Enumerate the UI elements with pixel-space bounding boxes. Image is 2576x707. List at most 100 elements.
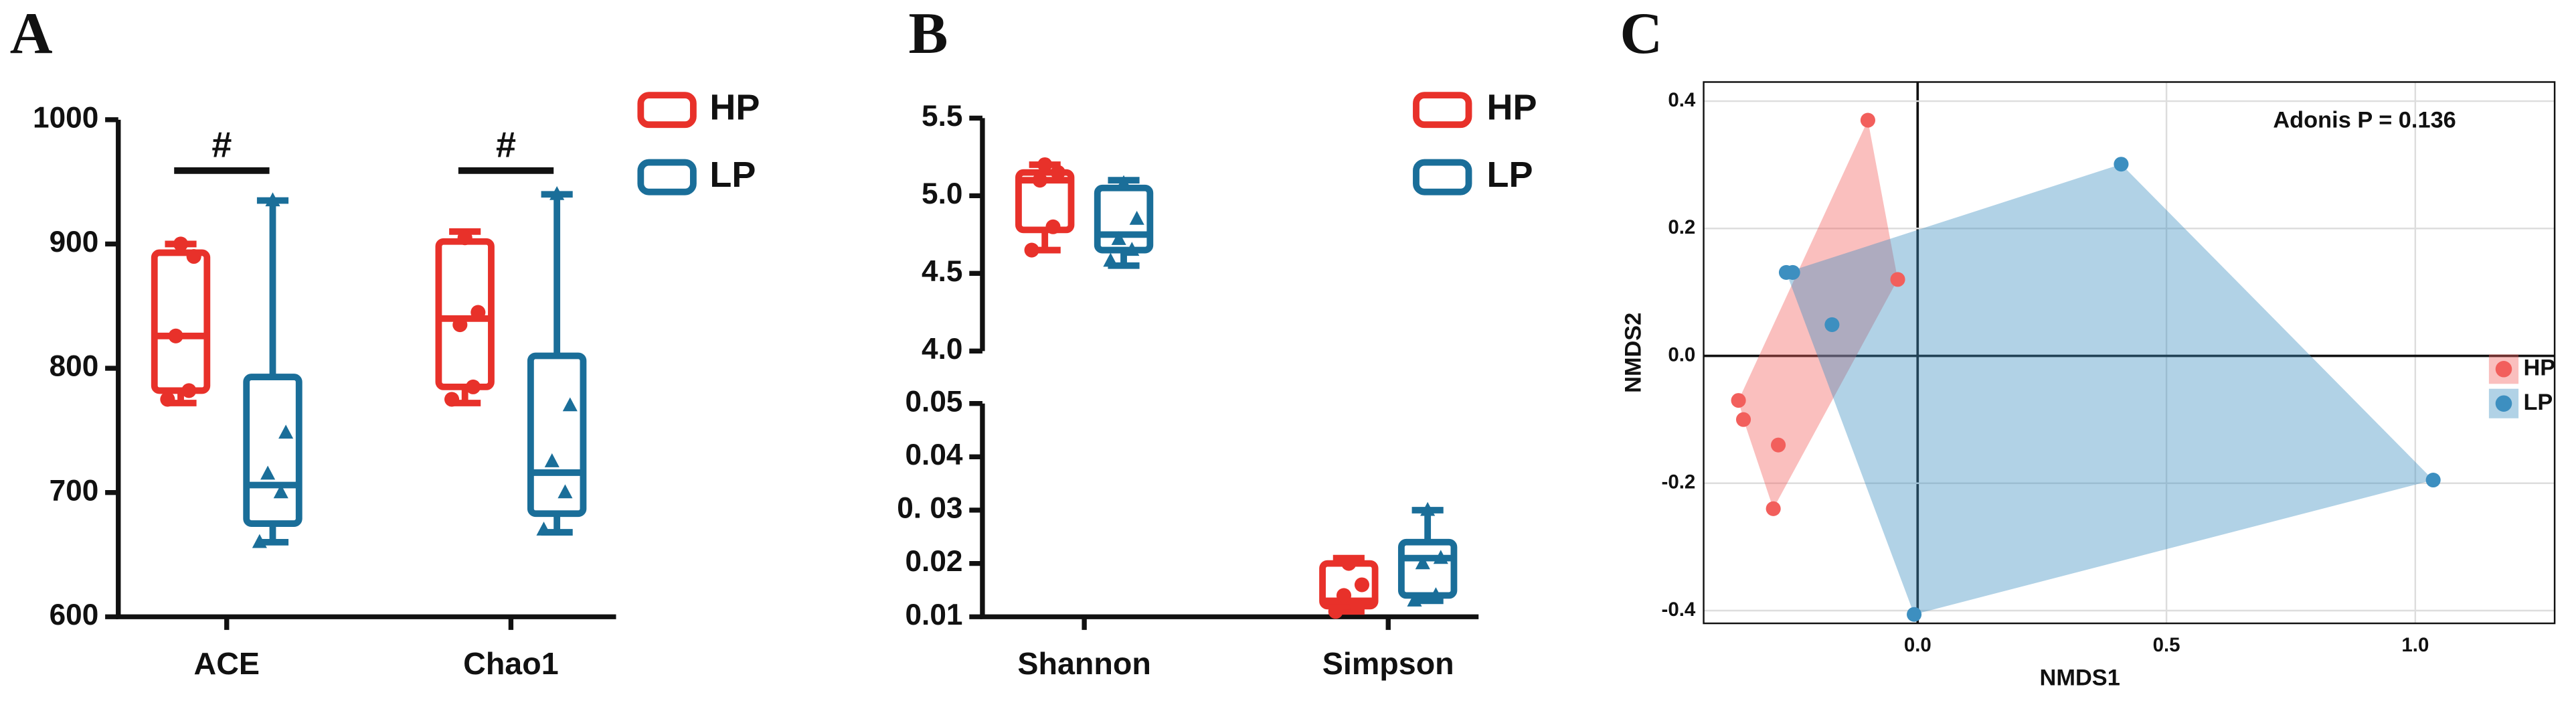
panel-letter: C — [1620, 1, 1662, 66]
point — [278, 424, 294, 439]
point — [1735, 412, 1751, 427]
box — [527, 352, 587, 518]
y-tick-label: 900 — [50, 226, 99, 258]
point — [1766, 501, 1781, 516]
x-tick-label: 1.0 — [2401, 634, 2429, 656]
legend-key — [637, 92, 697, 129]
point — [1407, 593, 1422, 607]
point — [1336, 588, 1352, 603]
y-tick-label: 0. 03 — [897, 492, 962, 525]
point — [173, 236, 189, 252]
point — [1341, 556, 1357, 571]
group-hull — [1786, 164, 2433, 615]
y-tick-label: -0.4 — [1662, 599, 1696, 621]
point — [265, 192, 280, 207]
legend-marker — [2495, 361, 2512, 378]
point — [536, 522, 551, 536]
point — [186, 248, 201, 264]
x-tick-label: Simpson — [1322, 646, 1454, 681]
point — [2114, 157, 2129, 172]
point — [1037, 157, 1053, 173]
y-tick-label: 800 — [50, 350, 99, 383]
point — [1024, 242, 1039, 258]
point — [1420, 501, 1436, 516]
y-tick-label: 5.0 — [922, 177, 962, 210]
plot-border — [1703, 81, 2556, 625]
y-tick-label: 1000 — [33, 102, 98, 135]
x-tick-label: Chao1 — [463, 646, 558, 681]
point — [1890, 272, 1905, 287]
point — [452, 317, 468, 333]
legend-marker — [2495, 395, 2512, 412]
y-tick-label: 0.2 — [1668, 216, 1695, 238]
x-axis-title: NMDS1 — [2040, 665, 2120, 690]
legend-label: LP — [1487, 155, 1533, 195]
point — [252, 534, 267, 548]
point — [1354, 577, 1370, 593]
x-tick-label: Shannon — [1017, 646, 1150, 681]
point — [160, 392, 175, 407]
point — [1785, 264, 1800, 280]
y-tick-label: 5.5 — [922, 100, 962, 133]
legend-label: HP — [2523, 355, 2555, 380]
point — [1045, 219, 1061, 234]
panel-letter: B — [908, 1, 948, 66]
point — [1032, 173, 1047, 188]
point — [2425, 472, 2441, 488]
box — [151, 249, 211, 394]
legend-label: LP — [709, 155, 756, 195]
legend-key — [637, 159, 697, 195]
point — [1116, 175, 1132, 189]
annotation: Adonis P = 0.136 — [2273, 107, 2456, 133]
point — [1731, 393, 1746, 408]
y-tick-label: 0.05 — [905, 385, 962, 418]
x-tick-label: ACE — [194, 646, 260, 681]
point — [260, 465, 276, 480]
point — [181, 383, 197, 398]
point — [1433, 550, 1448, 564]
point — [444, 392, 460, 407]
point — [557, 484, 573, 499]
point — [1050, 165, 1065, 180]
box — [1015, 169, 1075, 234]
point — [1771, 437, 1786, 453]
point — [1860, 112, 1875, 128]
point — [1328, 604, 1343, 619]
point — [457, 230, 473, 246]
point — [1349, 599, 1365, 614]
point — [1124, 242, 1140, 256]
y-tick-label: -0.2 — [1662, 471, 1696, 493]
point — [544, 453, 560, 467]
y-tick-label: 0.0 — [1668, 343, 1695, 366]
y-tick-label: 600 — [50, 599, 99, 631]
y-axis-title: NMDS2 — [1620, 313, 1646, 393]
point — [1824, 317, 1840, 332]
point — [1103, 252, 1118, 267]
significance-label: # — [496, 125, 516, 165]
point — [465, 379, 481, 394]
point — [168, 328, 183, 343]
legend-key — [1413, 92, 1472, 129]
x-tick-label: 0.5 — [2153, 634, 2180, 656]
y-tick-label: 700 — [50, 474, 99, 507]
legend-label: HP — [1487, 87, 1537, 127]
point — [1428, 587, 1444, 601]
y-tick-label: 0.04 — [905, 439, 962, 471]
significance-label: # — [211, 125, 232, 165]
point — [549, 185, 565, 200]
y-tick-label: 4.5 — [922, 255, 962, 288]
point — [1111, 231, 1126, 245]
x-tick-label: 0.0 — [1904, 634, 1931, 656]
point — [562, 397, 578, 412]
y-tick-label: 0.01 — [905, 599, 962, 631]
y-tick-label: 4.0 — [922, 333, 962, 366]
point — [1129, 210, 1144, 225]
point — [470, 305, 486, 320]
y-tick-label: 0.02 — [905, 545, 962, 578]
point — [1415, 555, 1430, 570]
box — [243, 374, 303, 527]
point — [1907, 607, 1922, 622]
y-tick-label: 0.4 — [1668, 89, 1696, 111]
